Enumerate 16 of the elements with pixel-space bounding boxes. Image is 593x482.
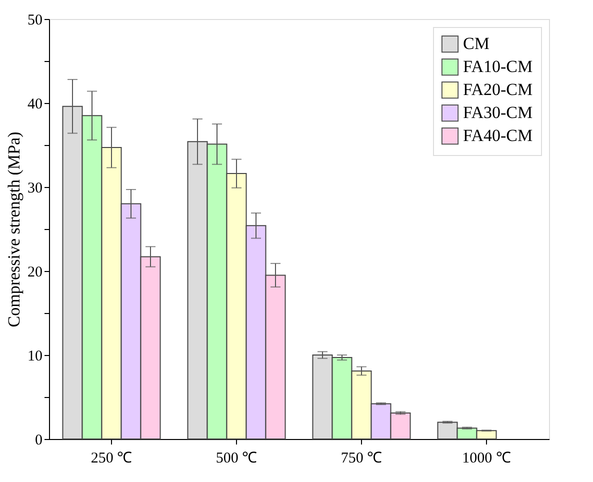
y-axis-title: Compressive strength (MPa)	[4, 132, 24, 328]
y-tick-label: 30	[28, 180, 42, 196]
y-tick-label: 20	[28, 264, 42, 280]
legend-label: FA40-CM	[463, 126, 533, 145]
x-tick-label: 750 ℃	[340, 450, 382, 466]
y-tick-label: 0	[35, 432, 42, 448]
y-tick-label: 10	[28, 348, 42, 364]
x-tick-label: 1000 ℃	[462, 450, 511, 466]
legend-label: FA10-CM	[463, 57, 533, 76]
legend-label: FA30-CM	[463, 103, 533, 122]
y-tick-label: 40	[28, 96, 42, 112]
y-tick-label: 50	[28, 12, 42, 28]
x-tick-label: 250 ℃	[90, 450, 132, 466]
x-tick-label: 500 ℃	[216, 450, 258, 466]
legend-label: CM	[463, 34, 490, 53]
legend-label: FA20-CM	[463, 80, 533, 99]
